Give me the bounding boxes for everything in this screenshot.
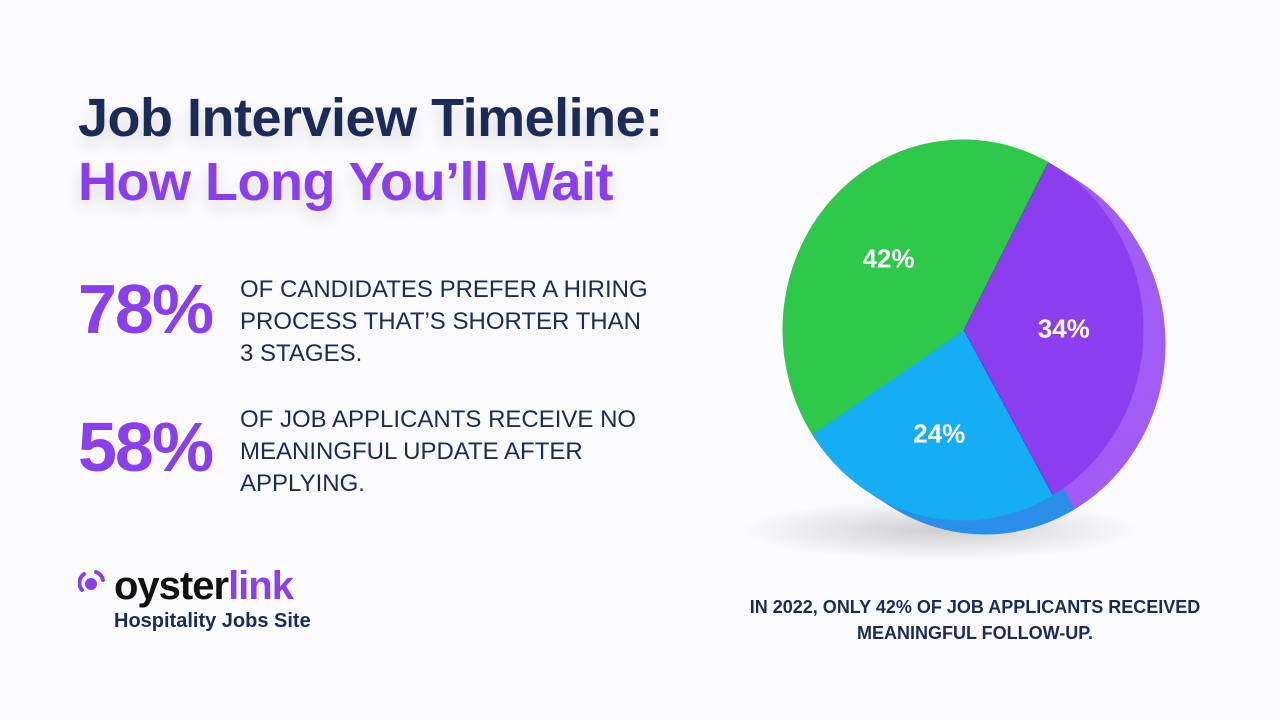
stat-value: 78% [78, 270, 214, 348]
logo-word-oyster: oyster [114, 564, 229, 608]
pie-slice [782, 139, 1049, 435]
chart-caption: IN 2022, ONLY 42% OF JOB APPLICANTS RECE… [749, 597, 1201, 643]
logo-subtitle: Hospitality Jobs Site [114, 610, 311, 632]
title-line-2: How Long You’ll Wait [78, 152, 613, 212]
oysterlink-logo: oysterlink Hospitality Jobs Site [78, 562, 311, 633]
stat-58: 58% OF JOB APPLICANTS RECEIVE NO MEANING… [78, 404, 660, 500]
page-title: Job Interview Timeline: How Long You’ll … [78, 86, 663, 214]
pie-slice-label: 24% [913, 418, 965, 448]
logo-word-link: link [228, 564, 294, 608]
pie-slice [811, 329, 1053, 521]
title-line-1: Job Interview Timeline: [78, 88, 663, 148]
pie-slice-label: 42% [863, 243, 915, 273]
stat-text: OF JOB APPLICANTS RECEIVE NO MEANINGFUL … [240, 406, 637, 497]
stat-78: 78% OF CANDIDATES PREFER A HIRING PROCES… [78, 274, 660, 370]
stat-value: 58% [78, 408, 214, 486]
pie-slice [962, 161, 1144, 496]
logo-icon [78, 570, 105, 592]
pie-slice-label: 34% [1038, 314, 1090, 344]
stat-text: OF CANDIDATES PREFER A HIRING PROCESS TH… [240, 276, 648, 367]
